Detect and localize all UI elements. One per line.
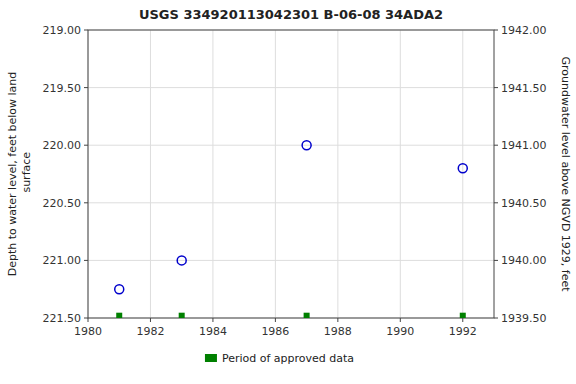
x-tick	[150, 318, 151, 322]
y-tick-label: 219.50	[43, 82, 82, 95]
y-tick	[84, 87, 88, 88]
point	[177, 256, 186, 265]
axes: 1980 1982 1984 1986 1988 1990 1992 219.00 219.50…	[43, 24, 547, 338]
y-tick	[84, 260, 88, 261]
x-tick-label: 1984	[199, 325, 227, 338]
x-tick-label: 1990	[386, 325, 414, 338]
grid-line	[88, 87, 494, 88]
grid-line	[88, 202, 494, 203]
y2-tick-label: 1941.00	[501, 139, 547, 152]
title: USGS 334920113042301 B-06-08 34ADA2	[139, 7, 443, 22]
y-tick-label: 221.50	[43, 312, 82, 325]
grid-line	[337, 30, 338, 318]
chart: 1980 1982 1984 1986 1988 1990 1992 219.00 219.50…	[0, 0, 576, 384]
x-tick	[212, 318, 213, 322]
grid-line	[462, 30, 463, 318]
x-tick-label: 1988	[324, 325, 352, 338]
y-tick	[84, 145, 88, 146]
square-marker	[116, 313, 122, 318]
y2-tick	[494, 145, 498, 146]
y2-tick-label: 1942.00	[501, 24, 547, 37]
point	[458, 164, 467, 173]
x-tick	[88, 318, 89, 322]
legend-label: Period of approved data	[222, 352, 354, 365]
point	[302, 141, 311, 150]
y-tick	[84, 318, 88, 319]
y-tick-label: 220.00	[43, 139, 82, 152]
grid-line	[275, 30, 276, 318]
y-axis-label: Depth to water level, feet below land su…	[6, 72, 33, 277]
square-marker	[304, 313, 310, 318]
x-tick-label: 1992	[449, 325, 477, 338]
y2-tick	[494, 260, 498, 261]
grid-line	[400, 30, 401, 318]
x-tick-label: 1982	[136, 325, 164, 338]
grid-line	[88, 260, 494, 261]
x-tick	[400, 318, 401, 322]
y2-tick	[494, 87, 498, 88]
x-tick	[462, 318, 463, 322]
y2-tick-label: 1939.50	[501, 312, 547, 325]
point	[115, 285, 124, 294]
x-tick	[337, 318, 338, 322]
y2-tick-label: 1940.50	[501, 197, 547, 210]
square-marker	[460, 313, 466, 318]
legend-swatch	[205, 354, 217, 362]
grid-line	[212, 30, 213, 318]
x-tick-label: 1980	[74, 325, 102, 338]
y2-tick-label: 1940.00	[501, 254, 547, 267]
x-tick	[275, 318, 276, 322]
y-tick-label: 221.00	[43, 254, 82, 267]
y-tick	[84, 202, 88, 203]
legend: Period of approved data	[205, 352, 354, 365]
y-tick-label: 220.50	[43, 197, 82, 210]
grid-line	[88, 145, 494, 146]
y2-tick	[494, 318, 498, 319]
grid	[88, 30, 494, 318]
grid-line	[150, 30, 151, 318]
y2-axis-label: Groundwater level above NGVD 1929, feet	[559, 56, 572, 292]
data	[115, 141, 468, 318]
y2-tick	[494, 202, 498, 203]
x-tick-label: 1986	[261, 325, 289, 338]
y2-tick	[494, 30, 498, 31]
y2-tick-label: 1941.50	[501, 82, 547, 95]
y-tick-label: 219.00	[43, 24, 82, 37]
y-tick	[84, 30, 88, 31]
square-marker	[179, 313, 185, 318]
plot-frame	[88, 30, 494, 318]
